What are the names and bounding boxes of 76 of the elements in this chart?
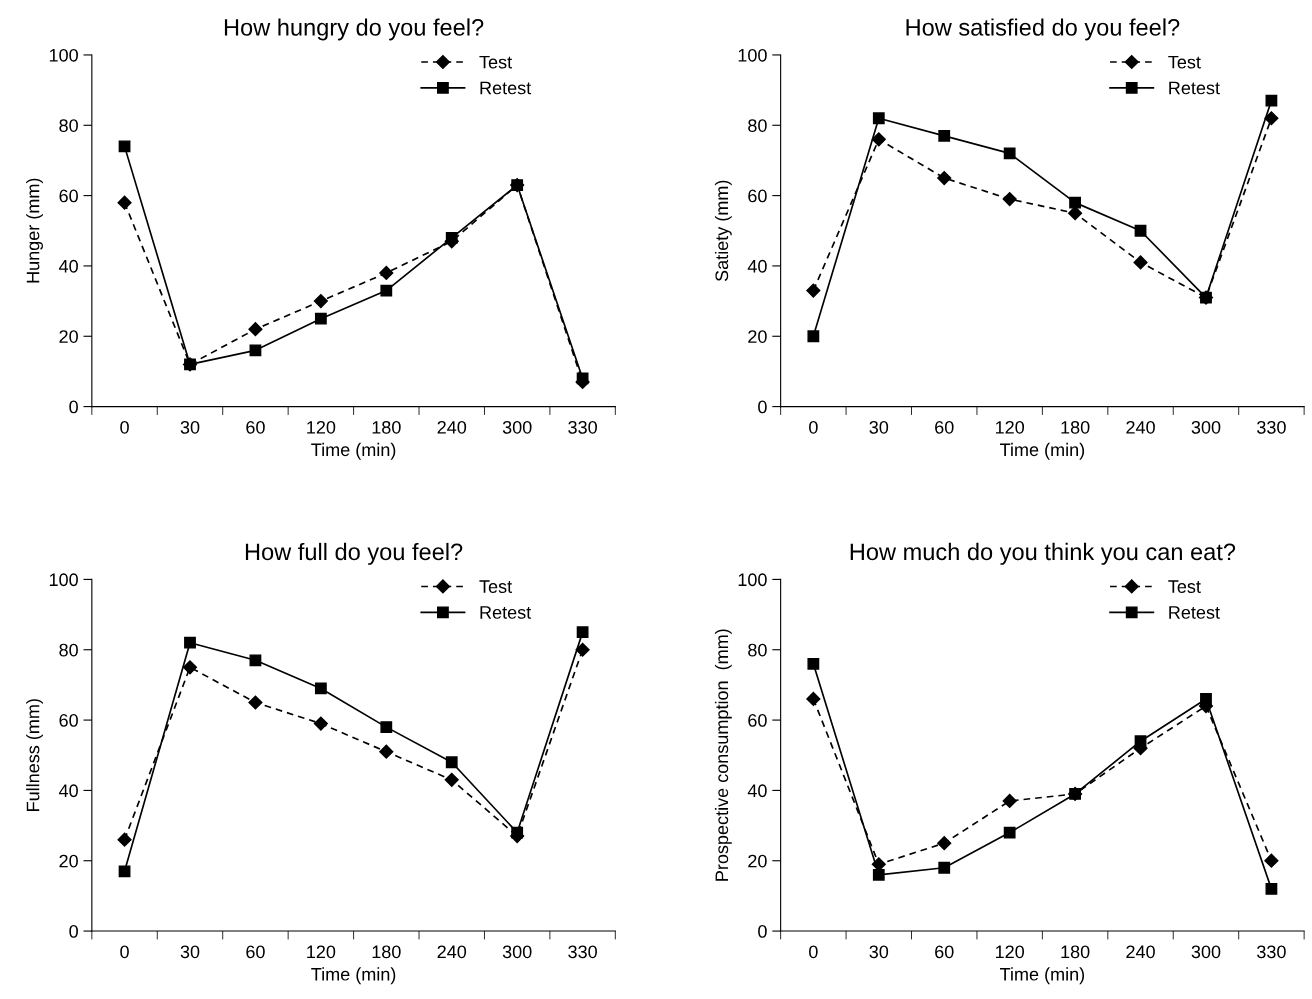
y-tick-label: 60 bbox=[59, 714, 78, 727]
x-tick-label: 30 bbox=[869, 420, 889, 434]
x-tick-label: 120 bbox=[307, 945, 336, 959]
x-tick-label: 60 bbox=[935, 945, 954, 959]
x-tick-label: 240 bbox=[437, 945, 467, 959]
x-tick-label: 330 bbox=[1257, 945, 1286, 959]
legend-label: Test bbox=[1168, 580, 1201, 593]
x-tick-label: 330 bbox=[568, 420, 597, 434]
x-tick-label: 180 bbox=[372, 945, 401, 959]
y-tick-label: 40 bbox=[58, 784, 78, 798]
x-tick-label: 180 bbox=[1061, 420, 1090, 434]
y-tick-label: 80 bbox=[59, 119, 78, 132]
x-tick-label: 120 bbox=[307, 420, 336, 434]
y-tick-label: 80 bbox=[748, 643, 767, 657]
y-tick-label: 0 bbox=[758, 925, 767, 938]
y-tick-label: 20 bbox=[59, 854, 78, 868]
y-tick-label: 20 bbox=[59, 330, 78, 343]
y-tick-label: 80 bbox=[59, 643, 78, 657]
legend-label: Retest bbox=[1169, 81, 1220, 95]
x-axis-title: Time (min) bbox=[1000, 967, 1085, 985]
x-axis-title: Time (min) bbox=[311, 442, 396, 460]
chart-title: How full do you feel? bbox=[245, 542, 463, 565]
legend-label: Retest bbox=[480, 606, 532, 619]
x-tick-label: 330 bbox=[1257, 420, 1286, 434]
x-tick-label: 240 bbox=[437, 420, 467, 434]
x-tick-label: 180 bbox=[372, 420, 401, 434]
y-axis-title: Hunger (mm) bbox=[26, 178, 43, 283]
x-tick-label: 240 bbox=[1126, 420, 1155, 434]
x-axis-title: Time (min) bbox=[1000, 442, 1085, 460]
y-axis-title: Prospective consumption (mm) bbox=[714, 629, 732, 881]
y-tick-label: 20 bbox=[748, 854, 767, 868]
chart-title: How hungry do you feel? bbox=[224, 18, 484, 41]
x-tick-label: 300 bbox=[502, 945, 532, 959]
x-tick-label: 300 bbox=[502, 420, 532, 434]
x-tick-label: 30 bbox=[869, 945, 889, 959]
chart-title: How satisfied do you feel? bbox=[906, 18, 1180, 41]
legend-label: Retest bbox=[1169, 606, 1220, 619]
x-tick-label: 0 bbox=[809, 945, 818, 959]
x-tick-label: 180 bbox=[1061, 945, 1090, 959]
x-tick-label: 300 bbox=[1191, 945, 1221, 959]
x-tick-label: 0 bbox=[120, 420, 129, 434]
y-tick-label: 100 bbox=[49, 573, 78, 587]
legend-label: Retest bbox=[480, 81, 532, 95]
y-tick-label: 60 bbox=[59, 189, 78, 203]
y-tick-label: 40 bbox=[747, 784, 767, 798]
x-tick-label: 0 bbox=[120, 945, 129, 959]
y-tick-label: 100 bbox=[738, 573, 767, 587]
y-axis-title: Satiety (mm) bbox=[714, 180, 732, 282]
y-tick-label: 0 bbox=[69, 925, 78, 938]
chart-title: How much do you think you can eat? bbox=[850, 542, 1236, 565]
y-axis-title: Fullness (mm) bbox=[26, 699, 43, 811]
x-tick-label: 300 bbox=[1191, 420, 1221, 434]
x-tick-label: 0 bbox=[809, 420, 818, 434]
y-tick-label: 20 bbox=[748, 330, 767, 343]
x-tick-label: 30 bbox=[180, 420, 200, 434]
y-tick-label: 100 bbox=[49, 48, 78, 62]
y-tick-label: 60 bbox=[748, 714, 767, 727]
x-tick-label: 60 bbox=[935, 420, 954, 434]
legend-label: Test bbox=[1168, 55, 1201, 69]
y-tick-label: 100 bbox=[738, 48, 767, 62]
x-tick-label: 120 bbox=[995, 420, 1025, 434]
x-tick-label: 60 bbox=[246, 420, 265, 434]
x-tick-label: 120 bbox=[995, 945, 1025, 959]
y-tick-label: 60 bbox=[748, 189, 767, 203]
x-axis-title: Time (min) bbox=[311, 967, 396, 985]
y-tick-label: 40 bbox=[58, 259, 78, 273]
legend-label: Test bbox=[479, 580, 512, 593]
y-tick-label: 0 bbox=[758, 400, 767, 414]
y-tick-label: 80 bbox=[748, 119, 767, 132]
legend-label: Test bbox=[479, 55, 512, 69]
x-tick-label: 330 bbox=[568, 945, 597, 959]
y-tick-label: 40 bbox=[747, 259, 767, 273]
y-tick-label: 0 bbox=[69, 400, 78, 414]
x-tick-label: 240 bbox=[1126, 945, 1155, 959]
x-tick-label: 30 bbox=[180, 945, 200, 959]
x-tick-label: 60 bbox=[246, 945, 265, 959]
